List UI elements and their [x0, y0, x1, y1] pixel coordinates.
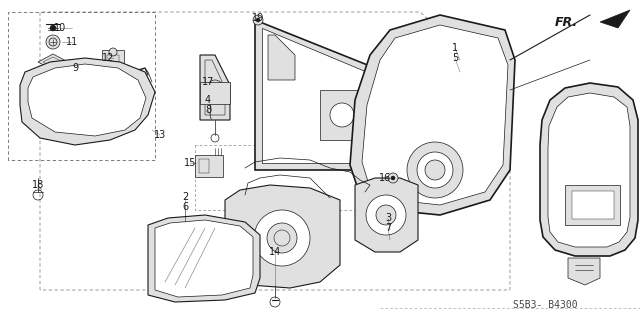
- Circle shape: [391, 176, 395, 180]
- Text: 16: 16: [379, 173, 391, 183]
- Polygon shape: [225, 185, 340, 288]
- Polygon shape: [20, 58, 155, 145]
- Circle shape: [109, 48, 117, 56]
- Circle shape: [46, 35, 60, 49]
- Text: 14: 14: [269, 247, 281, 257]
- Polygon shape: [568, 258, 600, 285]
- Polygon shape: [255, 20, 380, 170]
- Circle shape: [330, 103, 354, 127]
- Text: S5B3- B4300: S5B3- B4300: [513, 300, 577, 310]
- Text: 1: 1: [452, 43, 458, 53]
- Text: 19: 19: [252, 13, 264, 23]
- Bar: [195, 155, 223, 177]
- Bar: [107, 55, 119, 75]
- Circle shape: [253, 15, 263, 25]
- Bar: [102, 50, 124, 80]
- Bar: [572, 191, 614, 219]
- Polygon shape: [320, 90, 365, 140]
- Polygon shape: [28, 64, 146, 136]
- Polygon shape: [350, 15, 515, 215]
- Text: 3: 3: [385, 213, 391, 223]
- Circle shape: [50, 25, 56, 31]
- Polygon shape: [38, 54, 68, 70]
- Text: 12: 12: [102, 53, 114, 63]
- Text: 7: 7: [385, 223, 391, 233]
- Bar: [199, 159, 209, 173]
- Text: 5: 5: [452, 53, 458, 63]
- Text: 9: 9: [72, 63, 78, 73]
- Circle shape: [376, 205, 396, 225]
- Circle shape: [207, 80, 223, 96]
- Polygon shape: [355, 178, 418, 252]
- Polygon shape: [148, 215, 260, 302]
- Circle shape: [256, 18, 260, 22]
- Circle shape: [407, 142, 463, 198]
- Circle shape: [388, 173, 398, 183]
- Text: 10: 10: [54, 23, 66, 33]
- Circle shape: [254, 210, 310, 266]
- Text: 6: 6: [182, 202, 188, 212]
- Polygon shape: [155, 220, 253, 297]
- Circle shape: [417, 152, 453, 188]
- Text: 2: 2: [182, 192, 188, 202]
- Text: 18: 18: [32, 180, 44, 190]
- Circle shape: [267, 223, 297, 253]
- Polygon shape: [200, 55, 230, 120]
- Polygon shape: [548, 93, 630, 247]
- Polygon shape: [600, 10, 630, 28]
- Text: 13: 13: [154, 130, 166, 140]
- Circle shape: [425, 160, 445, 180]
- Bar: [200, 82, 230, 104]
- Polygon shape: [262, 28, 372, 163]
- Text: 15: 15: [184, 158, 196, 168]
- Bar: [565, 185, 620, 225]
- Polygon shape: [362, 25, 508, 205]
- Polygon shape: [268, 35, 295, 80]
- Text: 11: 11: [66, 37, 78, 47]
- Text: 8: 8: [205, 105, 211, 115]
- Text: 4: 4: [205, 95, 211, 105]
- Text: 17: 17: [202, 77, 214, 87]
- Text: FR.: FR.: [555, 16, 578, 28]
- Circle shape: [366, 195, 406, 235]
- Polygon shape: [540, 83, 638, 256]
